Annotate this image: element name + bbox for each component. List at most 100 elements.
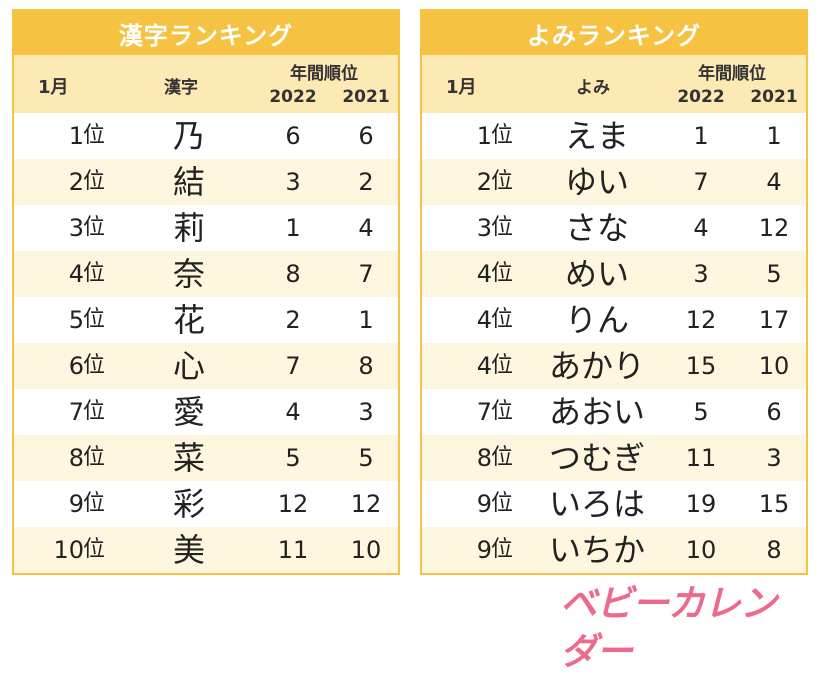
ranked-name: あおい <box>548 393 645 431</box>
rank-2021: 6 <box>766 398 782 426</box>
baby-calendar-logo: ベビーカレンダー <box>560 582 777 673</box>
rank-2022: 15 <box>685 352 717 380</box>
rank-2021: 4 <box>358 214 374 242</box>
rank-2022: 4 <box>693 214 709 242</box>
rank-2022: 3 <box>285 168 301 196</box>
ranked-name: りん <box>564 301 629 339</box>
header-item: よみ <box>576 78 610 98</box>
rank-2021: 8 <box>358 352 374 380</box>
rank-2021: 5 <box>766 260 782 288</box>
header-item: 漢字 <box>164 78 198 98</box>
ranked-name: 花 <box>172 301 205 339</box>
rank-2021: 5 <box>358 444 374 472</box>
panel-title: 漢字ランキング <box>14 11 398 55</box>
table-row: 2 位 ゆい 7 4 <box>422 159 806 205</box>
ranked-name: あかり <box>548 347 645 385</box>
rank-unit: 位 <box>82 215 105 240</box>
rank-2022: 5 <box>693 398 709 426</box>
rank-2021: 17 <box>758 306 790 334</box>
rank-number: 6 <box>68 352 84 380</box>
table-row: 7 位 あおい 5 6 <box>422 389 806 435</box>
table-row: 9 位 彩 12 12 <box>14 481 398 527</box>
rank-2022: 11 <box>277 536 309 564</box>
rank-unit: 位 <box>490 215 513 240</box>
rank-2021: 3 <box>358 398 374 426</box>
rank-2021: 7 <box>358 260 374 288</box>
rank-number: 3 <box>476 214 492 242</box>
rank-2021: 12 <box>350 490 382 518</box>
rank-unit: 位 <box>490 353 513 378</box>
rank-number: 4 <box>476 352 492 380</box>
rank-2021: 1 <box>766 122 782 150</box>
rank-unit: 位 <box>82 169 105 194</box>
rank-unit: 位 <box>490 445 513 470</box>
ranked-name: ゆい <box>564 163 629 201</box>
rank-unit: 位 <box>82 445 105 470</box>
rank-number: 7 <box>476 398 492 426</box>
header-year-2021: 2021 <box>342 87 390 107</box>
rank-number: 10 <box>53 536 84 564</box>
rank-unit: 位 <box>82 353 105 378</box>
ranked-name: めい <box>564 255 629 293</box>
rank-unit: 位 <box>82 399 105 424</box>
rank-unit: 位 <box>490 491 513 516</box>
rank-number: 5 <box>68 306 84 334</box>
header-year-2022: 2022 <box>269 87 317 107</box>
ranked-name: 美 <box>172 531 205 569</box>
rank-unit: 位 <box>490 123 513 148</box>
header-annual-rank: 年間順位 <box>698 64 766 84</box>
rank-number: 3 <box>68 214 84 242</box>
rank-number: 4 <box>68 260 84 288</box>
rank-2022: 11 <box>685 444 717 472</box>
rank-2022: 5 <box>285 444 301 472</box>
rank-number: 4 <box>476 260 492 288</box>
rank-number: 7 <box>68 398 84 426</box>
rank-unit: 位 <box>490 169 513 194</box>
table-row: 4 位 めい 3 5 <box>422 251 806 297</box>
ranked-name: 莉 <box>172 209 205 247</box>
table-row: 10 位美 11 10 <box>14 527 398 573</box>
rank-2022: 8 <box>285 260 301 288</box>
rank-2022: 1 <box>693 122 709 150</box>
rank-2022: 19 <box>685 490 717 518</box>
rank-2022: 7 <box>285 352 301 380</box>
header-month: 1月 <box>446 77 477 98</box>
ranked-name: 愛 <box>172 393 205 431</box>
rank-unit: 位 <box>490 537 513 562</box>
yomi-ranking-panel: よみランキング 1月 よみ 年間順位 2022 2021 1 位えま 1 1 2 位ゆい 7… <box>420 9 808 575</box>
header-annual-rank: 年間順位 <box>290 64 358 84</box>
table-row: 4 位 りん 12 17 <box>422 297 806 343</box>
ranked-name: 結 <box>172 163 205 201</box>
table-header: 1月 漢字 年間順位 2022 2021 <box>14 55 398 113</box>
rank-unit: 位 <box>82 537 105 562</box>
rank-unit: 位 <box>82 491 105 516</box>
ranked-name: 奈 <box>172 255 205 293</box>
table-row: 8 位 つむぎ 11 3 <box>422 435 806 481</box>
rank-2021: 15 <box>758 490 790 518</box>
rank-2021: 8 <box>766 536 782 564</box>
rank-number: 4 <box>476 306 492 334</box>
rank-2022: 3 <box>693 260 709 288</box>
rank-unit: 位 <box>82 261 105 286</box>
rank-unit: 位 <box>82 307 105 332</box>
ranked-name: つむぎ <box>548 439 645 477</box>
rank-2022: 2 <box>285 306 301 334</box>
rank-number: 8 <box>476 444 492 472</box>
ranked-name: 乃 <box>172 117 205 155</box>
header-year-2021: 2021 <box>750 87 798 107</box>
table-row: 3 位 さな 4 12 <box>422 205 806 251</box>
rank-unit: 位 <box>490 261 513 286</box>
rank-unit: 位 <box>490 307 513 332</box>
rank-number: 1 <box>476 122 492 150</box>
rank-2022: 4 <box>285 398 301 426</box>
table-row: 9 位 いろは 19 15 <box>422 481 806 527</box>
